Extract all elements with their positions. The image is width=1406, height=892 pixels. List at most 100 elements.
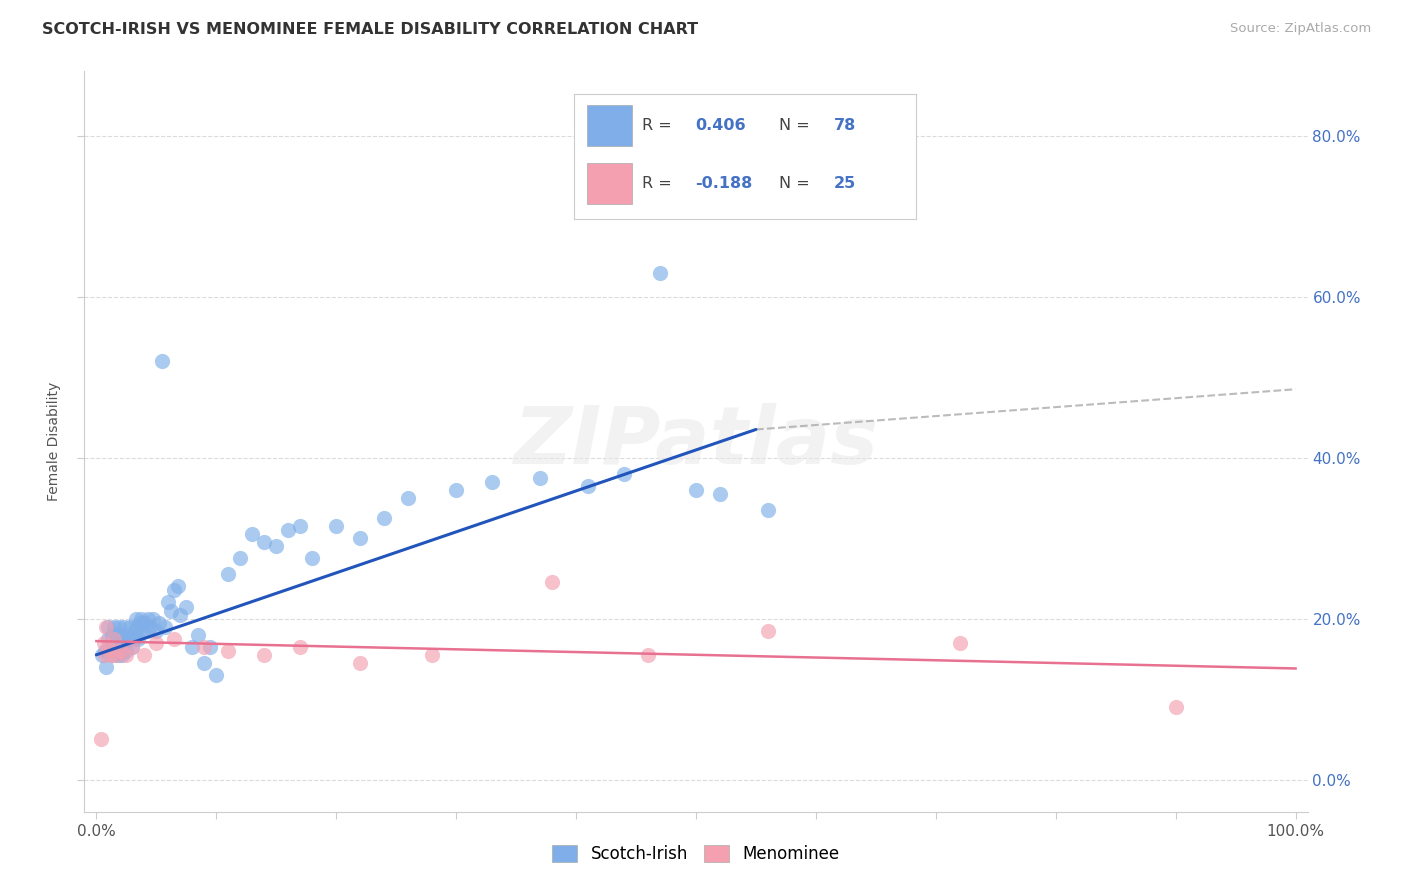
Point — [97, 632, 120, 646]
Point — [129, 611, 152, 625]
Point — [101, 640, 124, 654]
Point — [264, 539, 287, 553]
Point — [169, 607, 191, 622]
Point — [115, 644, 138, 658]
Point — [253, 648, 276, 662]
Point — [756, 503, 779, 517]
Point — [150, 354, 173, 368]
Point — [110, 644, 132, 658]
Point — [1164, 700, 1187, 714]
Point — [396, 491, 419, 505]
Point — [121, 640, 143, 654]
Point — [139, 619, 162, 633]
Point — [529, 471, 551, 485]
Point — [118, 632, 141, 646]
Point — [105, 628, 128, 642]
Point — [108, 619, 131, 633]
Point — [163, 583, 186, 598]
Point — [93, 644, 117, 658]
Point — [94, 660, 117, 674]
Point — [159, 603, 181, 617]
Point — [114, 632, 136, 646]
Y-axis label: Female Disability: Female Disability — [48, 382, 62, 501]
Point — [134, 648, 156, 662]
Point — [118, 619, 141, 633]
Point — [349, 656, 371, 670]
Point — [163, 632, 186, 646]
Point — [709, 487, 731, 501]
Point — [181, 640, 204, 654]
Point — [200, 640, 222, 654]
Point — [148, 615, 170, 630]
Point — [93, 648, 117, 662]
Point — [420, 648, 443, 662]
Point — [97, 644, 120, 658]
Point — [187, 628, 209, 642]
Point — [541, 575, 564, 590]
Point — [217, 567, 239, 582]
Point — [373, 511, 395, 525]
Point — [142, 611, 165, 625]
Point — [167, 579, 190, 593]
Point — [91, 648, 114, 662]
Point — [301, 551, 323, 566]
Point — [135, 624, 157, 638]
Point — [325, 519, 347, 533]
Point — [100, 636, 122, 650]
Point — [174, 599, 197, 614]
Point — [217, 644, 239, 658]
Point — [121, 640, 143, 654]
Point — [444, 483, 467, 497]
Point — [637, 648, 659, 662]
Point — [134, 615, 156, 630]
Point — [481, 475, 503, 489]
Point — [100, 648, 122, 662]
Point — [193, 640, 215, 654]
Point — [648, 266, 671, 280]
Point — [125, 611, 148, 625]
Point — [124, 624, 146, 638]
Point — [101, 628, 124, 642]
Point — [205, 668, 228, 682]
Point — [290, 640, 312, 654]
Point — [103, 632, 125, 646]
Point — [949, 636, 972, 650]
Point — [349, 531, 371, 545]
Point — [103, 636, 125, 650]
Point — [128, 615, 150, 630]
Point — [90, 732, 112, 747]
Text: ZIPatlas: ZIPatlas — [513, 402, 879, 481]
Point — [112, 619, 135, 633]
Point — [277, 523, 299, 537]
Point — [104, 648, 127, 662]
Point — [115, 648, 138, 662]
Point — [93, 636, 115, 650]
Point — [131, 624, 153, 638]
Legend: Scotch-Irish, Menominee: Scotch-Irish, Menominee — [546, 838, 846, 870]
Text: SCOTCH-IRISH VS MENOMINEE FEMALE DISABILITY CORRELATION CHART: SCOTCH-IRISH VS MENOMINEE FEMALE DISABIL… — [42, 22, 699, 37]
Point — [613, 467, 636, 481]
Point — [253, 535, 276, 549]
Point — [193, 656, 215, 670]
Point — [111, 636, 134, 650]
Point — [136, 611, 159, 625]
Point — [145, 636, 167, 650]
Point — [110, 648, 132, 662]
Point — [97, 619, 120, 633]
Point — [240, 527, 263, 541]
Point — [145, 624, 167, 638]
Point — [157, 595, 180, 609]
Point — [127, 632, 149, 646]
Point — [117, 628, 139, 642]
Point — [153, 619, 176, 633]
Point — [107, 648, 129, 662]
Point — [111, 640, 134, 654]
Point — [756, 624, 779, 638]
Point — [127, 619, 149, 633]
Point — [290, 519, 312, 533]
Point — [576, 479, 599, 493]
Point — [110, 640, 132, 654]
Point — [229, 551, 252, 566]
Point — [104, 640, 127, 654]
Point — [94, 619, 117, 633]
